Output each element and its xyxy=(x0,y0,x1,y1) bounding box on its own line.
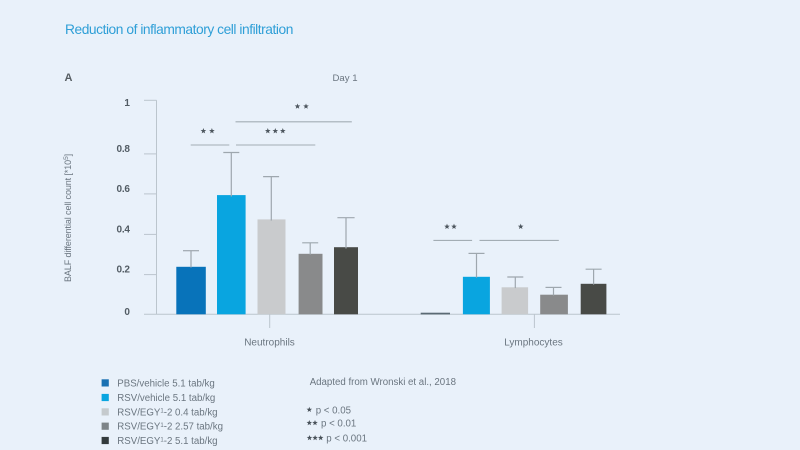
svg-text:RSV/vehicle 5.1 tab/kg: RSV/vehicle 5.1 tab/kg xyxy=(117,393,215,404)
svg-text:PBS/vehicle 5.1 tab/kg: PBS/vehicle 5.1 tab/kg xyxy=(117,378,214,389)
svg-text:A: A xyxy=(65,72,73,84)
svg-text:RSV/EGY1-2 5.1 tab/kg: RSV/EGY1-2 5.1 tab/kg xyxy=(117,436,217,447)
svg-text:0.4: 0.4 xyxy=(116,225,130,236)
svg-text:BALF differential cell count [: BALF differential cell count [*105] xyxy=(63,154,73,282)
svg-text:Reduction of inflammatory cell: Reduction of inflammatory cell infiltrat… xyxy=(65,22,293,37)
svg-text:1: 1 xyxy=(124,98,130,109)
svg-text:0.6: 0.6 xyxy=(116,184,130,195)
svg-text:Day 1: Day 1 xyxy=(333,73,358,84)
svg-text:0.8: 0.8 xyxy=(116,144,130,155)
svg-text:Adapted from Wronski et al., 2: Adapted from Wronski et al., 2018 xyxy=(310,377,456,388)
svg-text:RSV/EGY1-2 2.57 tab/kg: RSV/EGY1-2 2.57 tab/kg xyxy=(117,422,223,433)
svg-text:Lymphocytes: Lymphocytes xyxy=(504,338,563,349)
svg-text:Neutrophils: Neutrophils xyxy=(244,338,295,349)
svg-text:p < 0.001: p < 0.001 xyxy=(326,434,367,445)
svg-text:p < 0.01: p < 0.01 xyxy=(321,419,356,430)
svg-text:0: 0 xyxy=(124,307,130,318)
svg-text:p < 0.05: p < 0.05 xyxy=(316,405,351,416)
svg-text:RSV/EGY1-2 0.4 tab/kg: RSV/EGY1-2 0.4 tab/kg xyxy=(117,407,217,418)
svg-text:0.2: 0.2 xyxy=(116,265,130,276)
